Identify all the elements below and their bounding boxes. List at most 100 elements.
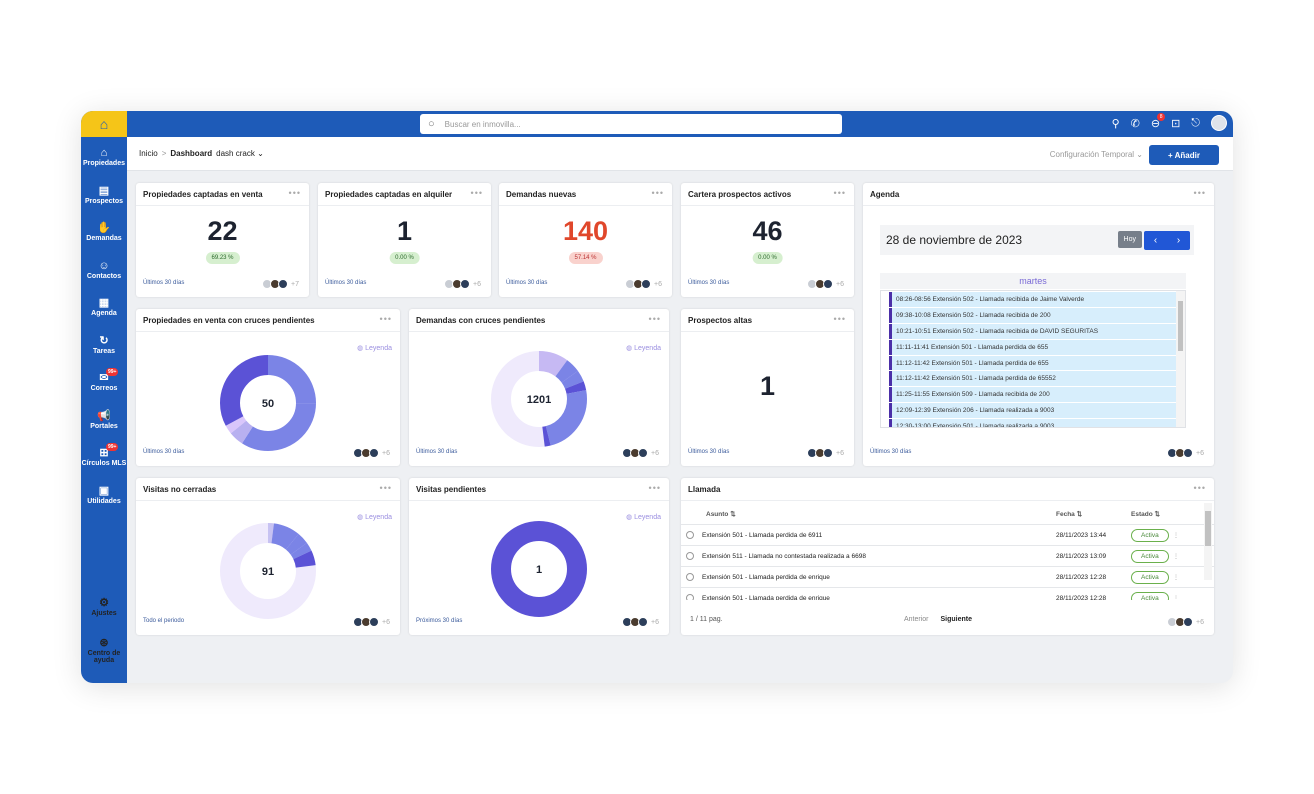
sidebar-item-centro-de-ayuda[interactable]: ⊛ Centro de ayuda — [81, 633, 127, 673]
agenda-event[interactable]: 11:12-11:42 Extensión 501 - Llamada perd… — [889, 355, 1177, 371]
agenda-event[interactable]: 09:38-10:08 Extensión 502 - Llamada reci… — [889, 307, 1177, 323]
sidebar-item-tareas[interactable]: ↻ Tareas — [81, 331, 127, 369]
users-avatars[interactable]: +6 — [353, 617, 390, 627]
sidebar-item-correos[interactable]: ✉ Correos 99+ — [81, 368, 127, 406]
donut-segment — [491, 351, 587, 447]
table-row[interactable]: Extensión 501 - Llamada perdida de enriq… — [681, 588, 1214, 600]
legend-link[interactable]: ◍ Leyenda — [626, 514, 661, 521]
agenda-event[interactable]: 12:30-13:00 Extensión 501 - Llamada real… — [889, 419, 1177, 427]
users-avatars[interactable]: +6 — [807, 448, 844, 458]
sidebar-item-demandas[interactable]: ✋ Demandas — [81, 218, 127, 256]
sidebar-item-utilidades[interactable]: ▣ Utilidades — [81, 481, 127, 519]
sidebar-item-contactos[interactable]: ☺ Contactos — [81, 256, 127, 294]
users-avatars[interactable]: +6 — [807, 279, 844, 289]
legend-link[interactable]: ◍ Leyenda — [357, 514, 392, 521]
config-dropdown[interactable]: Configuración Temporal ⌄ — [1049, 150, 1143, 159]
card-menu-icon[interactable]: ••• — [379, 483, 392, 493]
phone-icon[interactable]: ✆ — [1130, 117, 1140, 130]
mic-icon[interactable]: ⚲ — [1111, 117, 1120, 130]
card-menu-icon[interactable]: ••• — [379, 314, 392, 324]
bag-icon[interactable]: ⊡ — [1171, 117, 1181, 130]
row-menu-icon[interactable]: ⋮ — [1172, 574, 1180, 581]
card-menu-icon[interactable]: ••• — [833, 188, 846, 198]
card-title: Visitas no cerradas — [143, 485, 217, 494]
card-title: Llamada — [688, 485, 721, 494]
row-checkbox[interactable] — [686, 573, 694, 581]
table-row[interactable]: Extensión 511 - Llamada no contestada re… — [681, 546, 1214, 567]
tasks-icon: ↻ — [99, 334, 109, 347]
users-avatars[interactable]: +6 — [622, 617, 659, 627]
breadcrumb-home[interactable]: Inicio — [139, 149, 158, 158]
notifications-icon[interactable]: ⊖ 8 — [1151, 112, 1166, 130]
agenda-event[interactable]: 08:26-08:56 Extensión 502 - Llamada reci… — [889, 292, 1177, 307]
next-page-button[interactable]: Siguiente — [940, 616, 973, 623]
prev-icon[interactable]: ‹ — [1153, 235, 1158, 246]
card-visitas-pendientes: Visitas pendientes ••• ◍ Leyenda 1 Próxi… — [409, 478, 669, 635]
users-avatars[interactable]: +6 — [1167, 448, 1204, 458]
users-avatars[interactable]: +6 — [622, 448, 659, 458]
col-fecha[interactable]: Fecha ⇅ — [1056, 510, 1083, 518]
status-badge[interactable]: Activa — [1131, 529, 1169, 542]
card-menu-icon[interactable]: ••• — [651, 188, 664, 198]
card-menu-icon[interactable]: ••• — [648, 314, 661, 324]
prev-page-button[interactable]: Anterior — [904, 616, 929, 623]
row-fecha: 28/11/2023 13:44 — [1056, 531, 1107, 539]
row-menu-icon[interactable]: ⋮ — [1172, 553, 1180, 560]
card-title: Prospectos altas — [688, 316, 753, 325]
agenda-event[interactable]: 10:21-10:51 Extensión 502 - Llamada reci… — [889, 323, 1177, 339]
card-menu-icon[interactable]: ••• — [470, 188, 483, 198]
sidebar-item-label: Demandas — [86, 235, 122, 242]
status-badge[interactable]: Activa — [1131, 550, 1169, 563]
users-avatars[interactable]: +6 — [444, 279, 481, 289]
col-estado[interactable]: Estado ⇅ — [1131, 510, 1160, 518]
search-input[interactable]: ○ Buscar en inmovilla... — [420, 114, 842, 134]
avatar[interactable] — [1211, 115, 1227, 131]
agenda-event[interactable]: 11:11-11:41 Extensión 501 - Llamada perd… — [889, 339, 1177, 355]
card-period: Últimos 30 días — [688, 280, 730, 286]
app-logo[interactable]: ⌂ — [81, 111, 127, 137]
card-menu-icon[interactable]: ••• — [648, 483, 661, 493]
card-menu-icon[interactable]: ••• — [833, 314, 846, 324]
users-avatars[interactable]: +7 — [262, 279, 299, 289]
breadcrumb-section[interactable]: Dashboard — [170, 149, 213, 158]
agenda-event[interactable]: 12:09-12:39 Extensión 206 - Llamada real… — [889, 403, 1177, 419]
donut-segment — [491, 351, 587, 447]
users-avatars[interactable]: +6 — [1167, 617, 1204, 627]
person-icon: ☺ — [98, 259, 110, 272]
row-menu-icon[interactable]: ⋮ — [1172, 532, 1180, 539]
donut-chart: 50 — [220, 355, 316, 451]
sidebar-item-propiedades[interactable]: ⌂ Propiedades — [81, 143, 127, 181]
scrollbar[interactable] — [1176, 291, 1185, 427]
status-badge[interactable]: Activa — [1131, 592, 1169, 600]
row-checkbox[interactable] — [686, 552, 694, 560]
users-avatars[interactable]: +6 — [625, 279, 662, 289]
add-button[interactable]: + Añadir — [1149, 145, 1219, 165]
legend-link[interactable]: ◍ Leyenda — [626, 345, 661, 352]
users-avatars[interactable]: +6 — [353, 448, 390, 458]
sidebar-item-agenda[interactable]: ▦ Agenda — [81, 293, 127, 331]
status-badge[interactable]: Activa — [1131, 571, 1169, 584]
sidebar-item-prospectos[interactable]: ▤ Prospectos — [81, 181, 127, 219]
sidebar-item-círculos-mls[interactable]: ⊞ Círculos MLS 99+ — [81, 443, 127, 481]
today-button[interactable]: Hoy — [1117, 231, 1142, 248]
row-checkbox[interactable] — [686, 594, 694, 600]
card-menu-icon[interactable]: ••• — [288, 188, 301, 198]
card-menu-icon[interactable]: ••• — [1193, 188, 1206, 198]
scrollbar[interactable] — [1204, 503, 1212, 580]
row-asunto: Extensión 501 - Llamada perdida de enriq… — [702, 573, 830, 581]
table-row[interactable]: Extensión 501 - Llamada perdida de enriq… — [681, 567, 1214, 588]
exit-icon[interactable]: ⎋ — [1191, 116, 1200, 129]
dashboard-selector[interactable]: dash crack ⌄ — [216, 149, 264, 158]
agenda-event[interactable]: 11:25-11:55 Extensión 509 - Llamada reci… — [889, 387, 1177, 403]
table-row[interactable]: Extensión 501 - Llamada perdida de 6911 … — [681, 525, 1214, 546]
row-menu-icon[interactable]: ⋮ — [1172, 595, 1180, 600]
col-asunto[interactable]: Asunto ⇅ — [706, 510, 736, 518]
next-icon[interactable]: › — [1176, 235, 1181, 246]
row-checkbox[interactable] — [686, 531, 694, 539]
legend-link[interactable]: ◍ Leyenda — [357, 345, 392, 352]
agenda-event[interactable]: 11:12-11:42 Extensión 501 - Llamada perd… — [889, 371, 1177, 387]
percent-badge: 0.00 % — [752, 252, 783, 264]
sidebar-item-portales[interactable]: 📢 Portales — [81, 406, 127, 444]
sidebar-item-ajustes[interactable]: ⚙ Ajustes — [81, 593, 127, 633]
card-menu-icon[interactable]: ••• — [1193, 483, 1206, 493]
